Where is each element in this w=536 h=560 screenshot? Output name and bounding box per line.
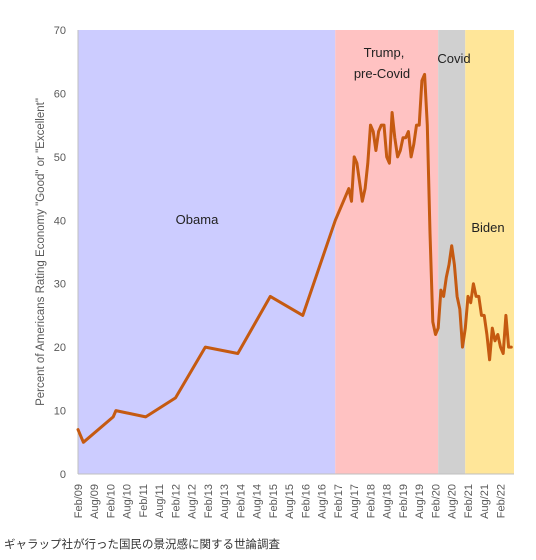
period-annotations: Obama Trump, pre-Covid Covid Biden <box>176 45 505 235</box>
x-tick-label: Feb/16 <box>300 484 312 518</box>
series-layer <box>76 72 513 444</box>
x-tick-label: Aug/10 <box>122 484 134 519</box>
period-band-4 <box>465 30 514 474</box>
x-tick-label: Aug/13 <box>219 484 231 519</box>
y-tick-label: 50 <box>54 152 66 164</box>
x-tick-label: Feb/11 <box>138 484 150 517</box>
x-tick-label: Aug/19 <box>414 484 426 519</box>
y-tick-labels: 0 10 20 30 40 50 60 70 <box>54 25 66 481</box>
x-tick-label: Aug/21 <box>479 484 491 519</box>
y-tick-label: 20 <box>54 342 66 354</box>
x-tick-label: Feb/18 <box>365 484 377 518</box>
period-band-1 <box>78 30 336 474</box>
y-tick-label: 30 <box>54 279 66 291</box>
x-tick-label: Aug/14 <box>252 484 264 519</box>
period-annotation: pre-Covid <box>354 66 410 81</box>
y-tick-label: 60 <box>54 88 66 100</box>
x-tick-label: Aug/09 <box>89 484 101 519</box>
x-tick-label: Aug/16 <box>317 484 329 519</box>
y-tick-label: 0 <box>60 469 66 481</box>
x-tick-label: Feb/10 <box>105 484 117 518</box>
y-tick-label: 70 <box>54 25 66 37</box>
x-tick-label: Feb/21 <box>463 484 475 518</box>
y-axis-label: Percent of Americans Rating Economy "Goo… <box>35 98 47 406</box>
x-tick-label: Aug/18 <box>382 484 394 519</box>
x-tick-label: Feb/20 <box>430 484 442 518</box>
y-tick-label: 40 <box>54 215 66 227</box>
x-tick-label: Feb/19 <box>398 484 410 518</box>
x-tick-label: Feb/22 <box>495 484 507 518</box>
x-tick-label: Feb/14 <box>235 484 247 518</box>
x-tick-label: Aug/20 <box>447 484 459 519</box>
caption: ギャラップ社が行った国民の景況感に関する世論調査 <box>4 537 280 551</box>
x-tick-label: Feb/13 <box>203 484 215 518</box>
x-tick-label: Feb/09 <box>73 484 85 518</box>
period-annotation: Trump, <box>364 45 405 60</box>
period-annotation: Covid <box>437 51 470 66</box>
x-tick-label: Feb/17 <box>333 484 345 518</box>
chart: Feb/09 Aug/09 Feb/10 Aug/10 Feb/11 Aug/11 Feb/… <box>35 25 514 519</box>
period-annotation: Biden <box>471 220 504 235</box>
period-band-2 <box>335 30 439 474</box>
x-tick-label: Feb/12 <box>170 484 182 518</box>
x-tick-label: Aug/12 <box>187 484 199 519</box>
axes <box>77 30 514 475</box>
x-tick-label: Aug/15 <box>284 484 296 519</box>
period-annotation: Obama <box>176 212 219 227</box>
period-bands <box>78 30 514 474</box>
x-tick-label: Aug/17 <box>349 484 361 519</box>
series-line-1 <box>76 72 513 444</box>
x-tick-labels: Feb/09 Aug/09 Feb/10 Aug/10 Feb/11 Aug/11 Feb/… <box>73 484 507 519</box>
x-tick-label: Aug/11 <box>154 484 166 518</box>
x-tick-label: Feb/15 <box>268 484 280 518</box>
y-tick-label: 10 <box>54 406 66 418</box>
